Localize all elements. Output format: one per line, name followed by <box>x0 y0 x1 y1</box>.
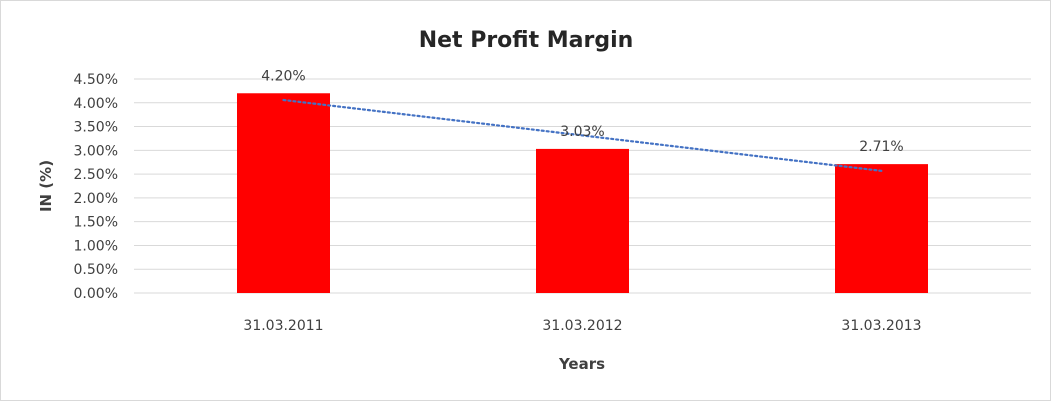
y-axis-title: IN (%) <box>37 160 55 212</box>
data-label: 3.03% <box>560 124 604 140</box>
y-tick-label: 2.50% <box>74 167 118 183</box>
bar <box>237 93 330 294</box>
x-tick-label: 31.03.2011 <box>243 318 323 334</box>
x-tick-label: 31.03.2012 <box>542 318 622 334</box>
y-tick-label: 0.00% <box>74 286 118 302</box>
y-tick-label: 1.00% <box>74 238 118 254</box>
chart-title: Net Profit Margin <box>419 28 634 53</box>
y-tick-label: 4.50% <box>74 72 118 88</box>
y-tick-label: 1.50% <box>74 215 118 231</box>
y-tick-label: 2.00% <box>74 191 118 207</box>
x-axis-title: Years <box>558 355 605 373</box>
bar <box>835 164 928 293</box>
y-tick-label: 3.50% <box>74 120 118 136</box>
x-tick-label: 31.03.2013 <box>841 318 921 334</box>
y-tick-label: 3.00% <box>74 143 118 159</box>
data-label: 2.71% <box>859 139 903 155</box>
bar <box>536 148 629 293</box>
trendline <box>282 98 883 172</box>
data-label: 4.20% <box>261 68 305 84</box>
y-tick-label: 4.00% <box>74 96 118 112</box>
y-tick-label: 0.50% <box>74 262 118 278</box>
